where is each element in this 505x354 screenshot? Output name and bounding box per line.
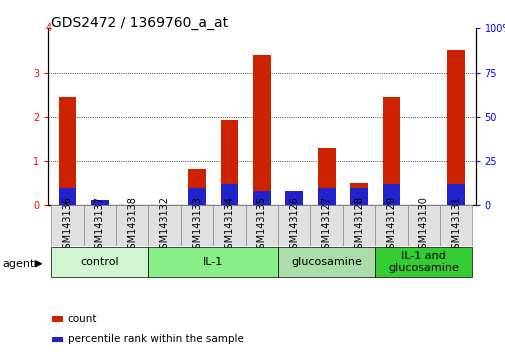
Bar — [245, 205, 278, 246]
Text: count: count — [67, 314, 97, 324]
Bar — [51, 205, 83, 246]
Bar — [349, 183, 367, 205]
Bar — [310, 205, 342, 246]
Bar — [375, 247, 472, 277]
Text: GSM143135: GSM143135 — [257, 196, 266, 255]
Bar — [83, 205, 116, 246]
Bar — [59, 188, 76, 205]
Text: GSM143130: GSM143130 — [418, 196, 428, 255]
Bar — [349, 188, 367, 205]
Text: agent: agent — [3, 259, 35, 269]
Bar — [439, 205, 472, 246]
Text: GSM143131: GSM143131 — [450, 196, 460, 255]
Bar — [252, 191, 270, 205]
Bar — [342, 205, 375, 246]
Text: GSM143129: GSM143129 — [386, 196, 395, 255]
Text: GSM143128: GSM143128 — [354, 196, 363, 255]
Bar — [213, 205, 245, 246]
Text: percentile rank within the sample: percentile rank within the sample — [67, 335, 243, 344]
Bar — [317, 148, 335, 205]
Bar — [59, 97, 76, 205]
Bar — [252, 55, 270, 205]
Text: control: control — [80, 257, 119, 267]
Text: GSM143126: GSM143126 — [289, 196, 298, 255]
Bar — [285, 191, 302, 205]
Text: IL-1: IL-1 — [203, 257, 223, 267]
Bar — [52, 337, 63, 342]
Text: GSM143132: GSM143132 — [160, 196, 169, 255]
Text: GSM143136: GSM143136 — [63, 196, 72, 255]
Bar — [148, 205, 180, 246]
Bar — [317, 188, 335, 205]
Bar — [51, 247, 148, 277]
Bar — [116, 205, 148, 246]
Bar — [220, 120, 238, 205]
Text: 4: 4 — [45, 23, 51, 33]
Bar — [382, 184, 399, 205]
Text: GSM143133: GSM143133 — [192, 196, 201, 255]
Bar — [188, 188, 206, 205]
Bar — [446, 50, 464, 205]
Text: GSM143137: GSM143137 — [95, 196, 105, 255]
Text: GSM143134: GSM143134 — [224, 196, 234, 255]
Bar — [52, 316, 63, 322]
Text: IL-1 and
glucosamine: IL-1 and glucosamine — [388, 251, 459, 273]
Bar — [375, 205, 407, 246]
Bar — [220, 184, 238, 205]
Bar — [180, 205, 213, 246]
Bar — [148, 247, 278, 277]
Bar — [382, 97, 399, 205]
Text: GDS2472 / 1369760_a_at: GDS2472 / 1369760_a_at — [50, 16, 227, 30]
Bar — [407, 205, 439, 246]
Bar — [285, 192, 302, 205]
Bar — [91, 200, 109, 205]
Bar — [446, 184, 464, 205]
Text: GSM143127: GSM143127 — [321, 196, 331, 255]
Bar — [278, 247, 375, 277]
Bar — [278, 205, 310, 246]
Bar — [188, 169, 206, 205]
Text: GSM143138: GSM143138 — [127, 196, 137, 255]
Text: glucosamine: glucosamine — [290, 257, 362, 267]
